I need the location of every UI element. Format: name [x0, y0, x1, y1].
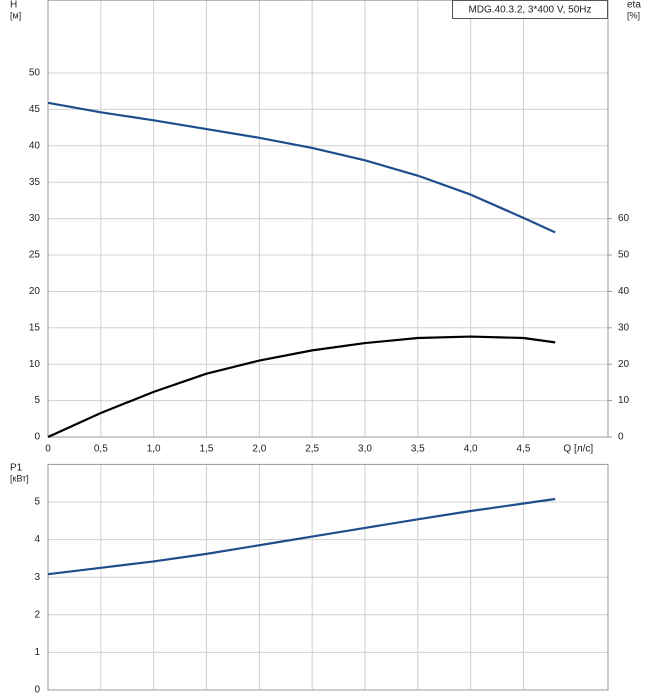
y-tick-label: 10 [29, 359, 41, 370]
x-tick-label: 4,5 [517, 444, 531, 455]
y2-tick-label: 60 [618, 213, 630, 224]
y-tick-label: 15 [29, 322, 41, 333]
series-line [47, 335, 556, 439]
y-tick-label: 40 [29, 140, 41, 151]
y-tick-label: 45 [29, 104, 41, 115]
x-tick-label: 0 [45, 444, 51, 455]
chart-title: MDG.40.3.2, 3*400 V, 50Hz [468, 5, 591, 16]
y2-tick-label: 20 [618, 359, 630, 370]
y-tick-label: 4 [34, 534, 40, 545]
y2-axis-label: [%] [627, 10, 640, 20]
y-tick-label: 2 [34, 609, 40, 620]
y-tick-label: 20 [29, 286, 41, 297]
y2-tick-label: 10 [618, 395, 630, 406]
series-line [47, 101, 556, 234]
y-tick-label: 5 [34, 395, 40, 406]
x-tick-label: 2,5 [305, 444, 319, 455]
x-tick-label: 3,5 [411, 444, 425, 455]
x-tick-label: 2,0 [252, 444, 266, 455]
x-tick-label: 4,0 [464, 444, 478, 455]
y-tick-label: 35 [29, 177, 41, 188]
y-tick-label: 3 [34, 572, 40, 583]
y-tick-label: 0 [34, 432, 40, 443]
y2-tick-label: 0 [618, 432, 624, 443]
y-tick-label: 25 [29, 250, 41, 261]
y-axis-label: [м] [10, 10, 21, 20]
y-axis-label: P1 [10, 463, 23, 474]
title-box [452, 0, 608, 19]
plot-frame [47, 463, 609, 691]
y-axis-label: [кВт] [10, 473, 29, 483]
y2-tick-label: 30 [618, 322, 630, 333]
series-line [47, 497, 556, 576]
x-tick-label: 3,0 [358, 444, 372, 455]
y2-tick-label: 40 [618, 286, 630, 297]
x-tick-label: 0,5 [94, 444, 108, 455]
y2-axis-label: eta [627, 0, 641, 11]
x-tick-label: 1,5 [200, 444, 214, 455]
x-axis-label: Q [л/с] [563, 444, 593, 455]
plot-frame [47, 0, 609, 438]
y-tick-label: 1 [34, 647, 40, 658]
x-tick-label: 1,0 [147, 444, 161, 455]
y-axis-label: H [10, 0, 17, 11]
y-tick-label: 50 [29, 68, 41, 79]
y2-tick-label: 50 [618, 250, 630, 261]
y-tick-label: 30 [29, 213, 41, 224]
y-tick-label: 5 [34, 497, 40, 508]
y-tick-label: 0 [34, 685, 40, 696]
